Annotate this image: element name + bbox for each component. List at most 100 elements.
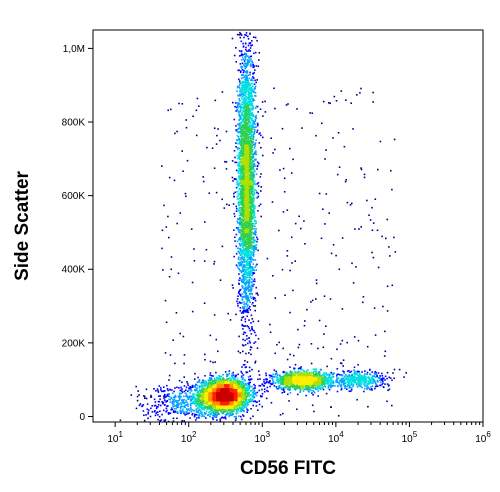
data-point (244, 398, 246, 401)
data-point (240, 171, 243, 174)
data-point (241, 89, 244, 91)
data-point (240, 127, 242, 129)
data-point (250, 44, 252, 47)
data-point (237, 229, 239, 231)
data-point (231, 37, 234, 40)
data-point (256, 391, 259, 394)
data-point (240, 382, 243, 385)
data-point (189, 392, 191, 394)
data-point (244, 291, 246, 293)
data-point (243, 384, 246, 387)
data-point (230, 414, 232, 416)
data-point (320, 237, 323, 240)
data-point (249, 104, 251, 107)
data-point (242, 261, 244, 264)
data-point (193, 260, 196, 262)
data-point (249, 266, 251, 268)
data-point (218, 375, 220, 377)
data-point (198, 407, 200, 410)
data-point (335, 100, 338, 102)
data-point (242, 220, 244, 222)
data-point (252, 217, 255, 219)
data-point (242, 146, 244, 148)
data-point (212, 375, 214, 377)
data-point (251, 389, 254, 391)
data-point (174, 362, 176, 365)
data-point (318, 388, 321, 390)
data-point (318, 319, 321, 322)
data-point (157, 400, 160, 403)
data-point (198, 385, 201, 387)
data-point (367, 376, 370, 378)
data-point (271, 201, 274, 203)
data-point (249, 210, 252, 212)
data-point (242, 276, 245, 279)
data-point (251, 131, 254, 133)
data-point (210, 409, 212, 412)
data-point (252, 63, 255, 66)
data-point (198, 386, 201, 389)
data-point (346, 377, 348, 380)
data-point (254, 145, 256, 147)
data-point (254, 130, 256, 132)
data-point (238, 197, 241, 199)
data-point (201, 390, 204, 392)
data-point (202, 382, 204, 384)
data-point (186, 159, 189, 162)
data-point (245, 279, 248, 281)
data-point (213, 167, 216, 169)
data-point (242, 291, 245, 293)
data-point (246, 115, 248, 117)
data-point (244, 271, 246, 273)
data-point (246, 241, 248, 243)
data-point (198, 413, 200, 416)
data-point (241, 56, 244, 59)
data-point (205, 410, 208, 412)
data-point (168, 379, 170, 381)
data-point (239, 105, 241, 108)
data-point (161, 390, 163, 393)
data-point (315, 371, 318, 374)
data-point (243, 80, 245, 83)
data-point (245, 105, 247, 107)
data-point (324, 378, 327, 380)
data-point (382, 305, 384, 308)
data-point (201, 389, 203, 391)
data-point (236, 139, 238, 141)
data-point (254, 150, 257, 152)
data-point (178, 399, 181, 402)
data-point (310, 362, 313, 365)
data-point (327, 386, 330, 388)
data-point (351, 202, 353, 205)
data-point (217, 379, 219, 381)
data-point (286, 384, 288, 387)
data-point (277, 386, 280, 389)
data-point (386, 377, 388, 380)
data-point (248, 387, 250, 390)
data-point (296, 408, 298, 411)
data-point (202, 414, 204, 416)
data-point (222, 373, 224, 376)
data-point (240, 40, 243, 43)
data-point (257, 123, 259, 126)
data-point (231, 160, 234, 162)
data-point (251, 253, 253, 255)
data-point (244, 114, 246, 117)
data-point (390, 169, 392, 172)
data-point (252, 267, 254, 269)
data-point (172, 401, 175, 403)
data-point (176, 386, 178, 389)
data-point (245, 264, 247, 266)
data-point (208, 411, 211, 413)
data-point (276, 343, 278, 346)
data-point (323, 295, 326, 297)
data-point (251, 210, 254, 213)
data-point (337, 377, 340, 380)
data-point (252, 76, 254, 78)
data-point (213, 260, 216, 263)
data-point (244, 366, 247, 369)
data-point (243, 211, 245, 214)
data-point (252, 107, 255, 110)
data-point (253, 52, 255, 55)
data-point (248, 95, 251, 98)
